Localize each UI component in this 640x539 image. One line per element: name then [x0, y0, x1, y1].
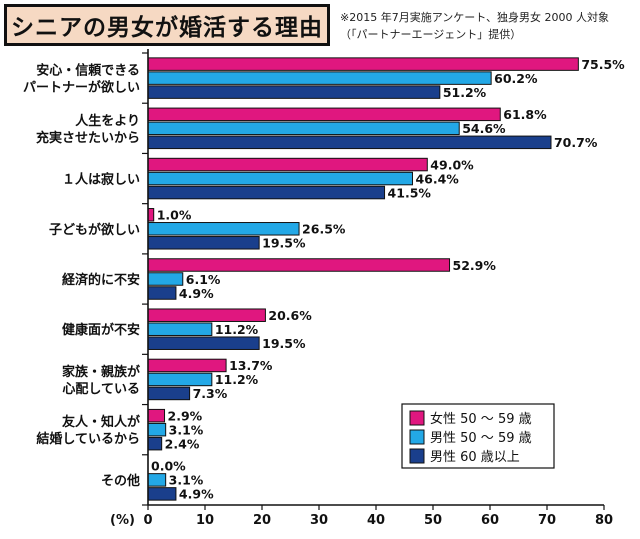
legend-swatch-2: [409, 429, 425, 445]
bar-s1-c6: [147, 308, 266, 322]
value-label-s1-c7: 13.7%: [229, 358, 273, 373]
legend-label-2: 男性 50 〜 59 歳: [430, 431, 532, 446]
value-label-s3-c2: 70.7%: [554, 135, 598, 150]
value-label-s2-c1: 60.2%: [494, 71, 538, 86]
value-label-s3-c8: 2.4%: [165, 436, 200, 451]
value-label-s3-c4: 19.5%: [262, 236, 306, 251]
bar-s2-c8: [147, 422, 167, 437]
bar-s1-c1: [147, 57, 579, 71]
bar-s2-c5: [147, 272, 184, 286]
x-tick-label: 40: [367, 513, 385, 528]
category-label-5: 経済的に不安: [62, 272, 140, 288]
category-label-3: １人は寂しい: [62, 172, 140, 188]
category-label-7: 家族・親族が: [62, 364, 140, 380]
value-label-s1-c1: 75.5%: [581, 57, 625, 72]
x-tick-label: 30: [310, 513, 328, 528]
value-label-s2-c9: 3.1%: [169, 473, 204, 488]
value-label-s2-c8: 3.1%: [169, 422, 204, 437]
x-tick-label: 80: [595, 513, 613, 528]
x-tick-label: 0: [143, 513, 152, 528]
bar-s2-c1: [147, 71, 492, 85]
value-label-s1-c6: 20.6%: [268, 308, 312, 323]
legend-swatch-1: [409, 410, 425, 426]
bar-s3-c9: [147, 487, 177, 501]
bar-s2-c2: [147, 121, 460, 136]
x-unit-label: (%): [110, 513, 135, 528]
category-label-7: 心配している: [62, 382, 140, 397]
value-label-s1-c5: 52.9%: [453, 258, 497, 273]
value-label-s2-c2: 54.6%: [462, 121, 506, 136]
value-label-s1-c8: 2.9%: [168, 408, 203, 423]
value-label-s3-c9: 4.9%: [179, 487, 214, 502]
value-label-s2-c7: 11.2%: [215, 372, 259, 387]
value-label-s2-c4: 26.5%: [302, 222, 346, 237]
x-tick-label: 10: [196, 513, 214, 528]
bar-s1-c2: [147, 107, 501, 122]
legend-swatch-3: [409, 448, 425, 464]
bar-s3-c3: [147, 185, 386, 200]
bar-s1-c3: [147, 157, 428, 172]
category-label-2: 人生をより: [75, 113, 140, 129]
value-label-s2-c3: 46.4%: [415, 171, 459, 186]
bar-s3-c7: [147, 386, 191, 401]
bar-s2-c3: [147, 171, 413, 186]
x-tick-label: 50: [424, 513, 442, 528]
bar-s3-c5: [147, 286, 177, 300]
bar-s1-c7: [147, 358, 227, 373]
category-label-2: 充実させたいから: [36, 130, 140, 146]
bar-s2-c4: [147, 222, 300, 236]
value-label-s1-c2: 61.8%: [503, 107, 547, 122]
value-label-s3-c1: 51.2%: [443, 85, 487, 100]
x-tick-label: 60: [481, 513, 499, 528]
category-label-1: パートナーが欲しい: [23, 80, 140, 96]
category-label-4: 子どもが欲しい: [49, 222, 140, 238]
bar-s3-c4: [147, 236, 260, 250]
value-label-s2-c5: 6.1%: [186, 272, 221, 287]
value-label-s1-c9: 0.0%: [151, 459, 186, 474]
value-label-s3-c6: 19.5%: [262, 336, 306, 351]
bar-s2-c7: [147, 372, 213, 387]
value-label-s3-c5: 4.9%: [179, 286, 214, 301]
bar-s3-c1: [147, 85, 441, 99]
value-label-s2-c6: 11.2%: [215, 322, 259, 337]
value-label-s3-c7: 7.3%: [193, 386, 228, 401]
bar-s3-c8: [147, 436, 163, 451]
bar-s2-c9: [147, 473, 167, 487]
category-label-1: 安心・信頼できる: [36, 63, 140, 79]
value-label-s3-c3: 41.5%: [388, 185, 432, 200]
source-note-line1: ※2015 年7月実施アンケート、独身男女 2000 人対象: [340, 11, 610, 24]
category-label-8: 結婚しているから: [36, 431, 140, 447]
value-label-s1-c4: 1.0%: [157, 208, 192, 223]
value-label-s1-c3: 49.0%: [430, 157, 474, 172]
category-label-9: その他: [101, 473, 140, 489]
legend-box: [401, 403, 555, 469]
bar-s3-c6: [147, 336, 260, 350]
bar-s2-c6: [147, 322, 213, 336]
bar-s1-c5: [147, 258, 451, 272]
x-tick-label: 20: [253, 513, 271, 528]
category-label-8: 友人・知人が: [62, 414, 140, 430]
chart-title: シニアの男女が婚活する理由: [4, 4, 330, 46]
bar-s1-c4: [147, 208, 155, 222]
bar-s3-c2: [147, 135, 552, 150]
source-note: ※2015 年7月実施アンケート、独身男女 2000 人対象 （「パートナーエー…: [340, 9, 609, 43]
bar-s1-c8: [147, 408, 166, 423]
legend-label-1: 女性 50 〜 59 歳: [430, 411, 532, 427]
x-tick-label: 70: [538, 513, 556, 528]
source-note-line2: （「パートナーエージェント」提供）: [340, 28, 522, 41]
legend-label-3: 男性 60 歳以上: [430, 450, 520, 465]
category-label-6: 健康面が不安: [62, 322, 140, 338]
